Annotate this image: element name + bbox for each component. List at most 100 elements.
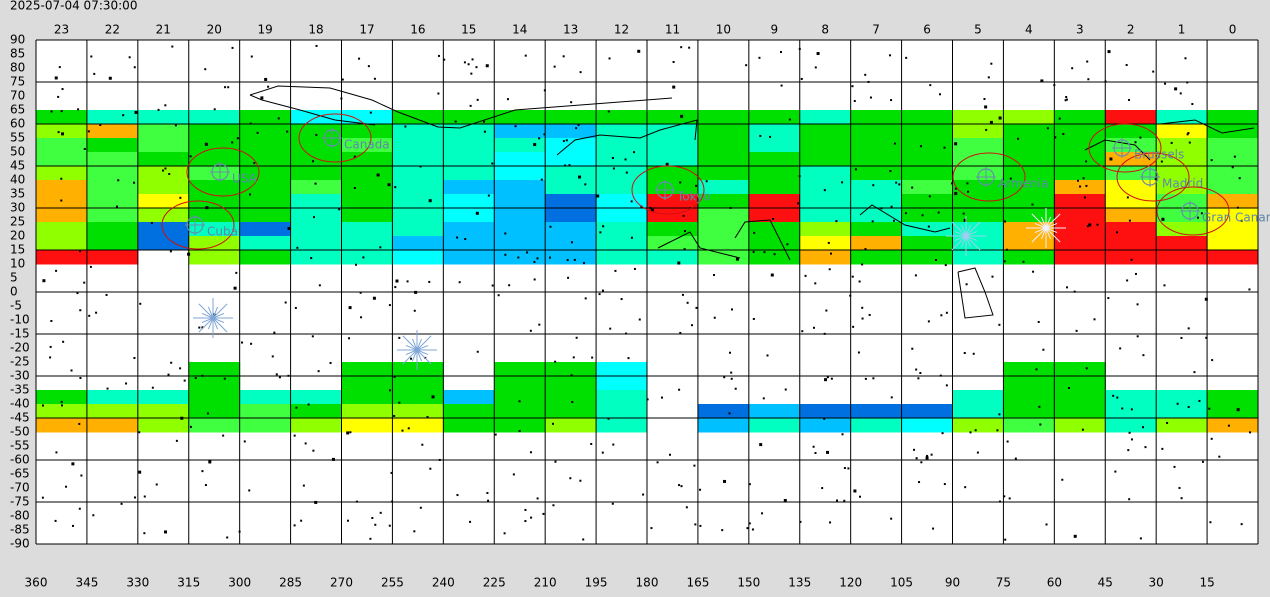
star xyxy=(753,231,756,234)
star xyxy=(1006,440,1009,443)
star xyxy=(55,269,58,272)
star xyxy=(584,297,587,300)
star xyxy=(1204,297,1208,301)
star xyxy=(814,66,817,69)
star xyxy=(1218,455,1221,458)
star xyxy=(393,414,396,417)
star xyxy=(1139,136,1142,139)
coverage-cell xyxy=(697,250,750,265)
star xyxy=(388,524,391,527)
degree-label: 330 xyxy=(126,576,149,590)
star xyxy=(1144,446,1147,449)
star xyxy=(49,356,52,359)
star xyxy=(227,86,230,89)
star xyxy=(1180,336,1183,339)
burst-ray xyxy=(411,338,418,351)
star xyxy=(99,124,102,127)
hour-label: 0 xyxy=(1229,23,1237,37)
burst-ray xyxy=(1031,227,1047,243)
star xyxy=(1240,219,1243,222)
declination-label: 80 xyxy=(10,61,25,75)
star xyxy=(204,68,207,71)
declination-label: -80 xyxy=(10,509,30,523)
coverage-cell xyxy=(748,166,801,181)
star xyxy=(317,370,320,373)
star xyxy=(1125,64,1128,67)
star xyxy=(83,147,86,150)
declination-label: 35 xyxy=(10,187,25,201)
star xyxy=(1198,399,1201,402)
constellation-line xyxy=(249,94,376,126)
coverage-cell xyxy=(443,166,495,181)
star xyxy=(633,151,636,154)
star xyxy=(928,195,931,198)
star xyxy=(1128,219,1131,222)
star xyxy=(487,499,490,502)
star xyxy=(54,76,58,80)
hour-label: 11 xyxy=(665,23,680,37)
coverage-cell xyxy=(697,180,750,195)
star xyxy=(60,110,63,113)
star xyxy=(864,248,867,251)
star xyxy=(945,384,948,387)
coverage-cell xyxy=(1207,390,1259,405)
star xyxy=(780,84,783,87)
star xyxy=(786,243,789,246)
coverage-cell xyxy=(952,250,1004,265)
star xyxy=(841,433,844,436)
star xyxy=(1014,457,1017,460)
star xyxy=(963,352,966,355)
star xyxy=(1061,478,1064,481)
star xyxy=(763,251,766,254)
star xyxy=(95,311,98,314)
coverage-cell xyxy=(137,180,190,195)
star xyxy=(1079,185,1082,188)
declination-label: 50 xyxy=(10,145,25,159)
coverage-cell xyxy=(1054,376,1106,391)
coverage-cell xyxy=(86,250,139,265)
declination-label: -60 xyxy=(10,453,30,467)
star xyxy=(419,506,422,509)
coverage-cell xyxy=(86,236,139,251)
coverage-cell xyxy=(1054,222,1106,237)
star xyxy=(287,226,291,230)
star xyxy=(964,486,967,489)
star xyxy=(972,352,975,355)
hour-label: 9 xyxy=(770,23,778,37)
coverage-cell xyxy=(188,250,241,265)
star xyxy=(55,451,58,454)
burst-ray xyxy=(402,335,418,351)
coverage-cell xyxy=(86,110,139,125)
place-label: Armenia xyxy=(998,177,1048,191)
star xyxy=(660,396,663,399)
burst-ray xyxy=(212,317,219,330)
star xyxy=(79,250,82,253)
star xyxy=(762,397,765,400)
star xyxy=(825,309,828,312)
star xyxy=(826,376,829,379)
coverage-cell xyxy=(647,124,699,139)
star xyxy=(1112,394,1115,397)
coverage-cell xyxy=(1003,390,1055,405)
declination-label: 30 xyxy=(10,201,25,215)
star xyxy=(705,180,708,183)
star xyxy=(286,130,289,133)
star xyxy=(88,314,91,317)
star xyxy=(1062,133,1065,136)
coverage-cell xyxy=(748,236,801,251)
declination-label: 20 xyxy=(10,229,25,243)
star xyxy=(562,140,565,143)
star xyxy=(483,130,486,133)
coverage-cell xyxy=(850,110,903,125)
place-range xyxy=(298,113,372,163)
star xyxy=(642,493,645,496)
star xyxy=(162,169,165,172)
star xyxy=(1205,336,1208,339)
star xyxy=(823,417,826,420)
star xyxy=(1160,160,1163,163)
star xyxy=(680,46,683,49)
star xyxy=(374,523,377,526)
star xyxy=(1130,438,1133,441)
coverage-cell xyxy=(239,390,292,405)
coverage-cell xyxy=(443,390,495,405)
